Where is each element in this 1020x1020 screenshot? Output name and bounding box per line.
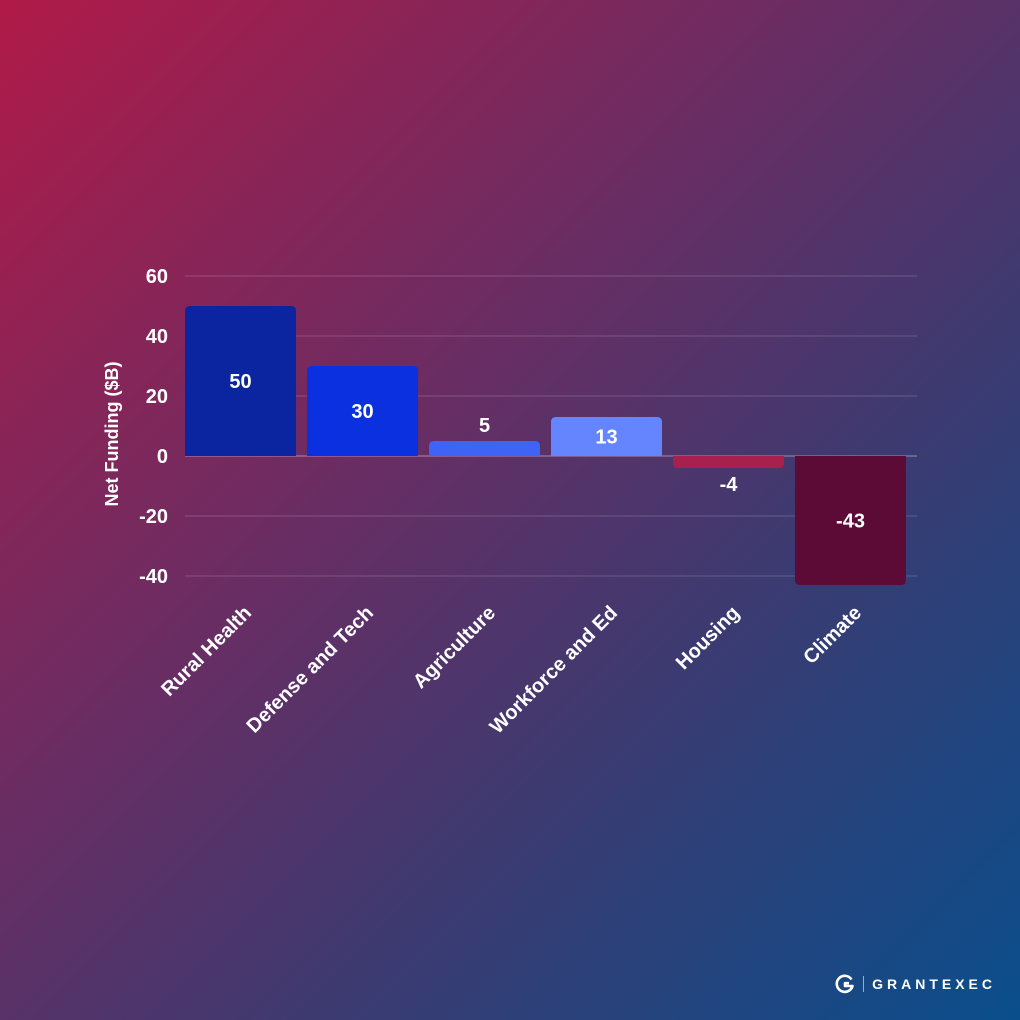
brand-logo: GRANTEXEC bbox=[835, 974, 996, 994]
y-tick-label: -20 bbox=[139, 506, 168, 528]
x-tick-label: Housing bbox=[672, 602, 744, 674]
brand-name: GRANTEXEC bbox=[872, 976, 996, 992]
data-label: 13 bbox=[595, 427, 617, 449]
bar-agriculture bbox=[429, 441, 540, 456]
x-tick-label: Rural Health bbox=[157, 602, 256, 701]
bar-defense-and-tech bbox=[307, 366, 418, 456]
y-axis-label: Net Funding ($B) bbox=[102, 362, 122, 507]
bar-housing bbox=[673, 456, 784, 468]
y-tick-label: 20 bbox=[146, 386, 168, 408]
y-tick-label: -40 bbox=[139, 566, 168, 588]
x-tick-label: Agriculture bbox=[409, 602, 500, 693]
y-tick-label: 60 bbox=[146, 266, 168, 288]
y-axis-ticks: 60 40 20 0 -20 -40 bbox=[139, 266, 168, 588]
bar-workforce-and-ed bbox=[551, 417, 662, 456]
data-label: -4 bbox=[720, 474, 739, 496]
bar-rural-health bbox=[185, 306, 296, 456]
data-label: 5 bbox=[479, 415, 490, 437]
x-tick-label: Workforce and Ed bbox=[486, 602, 622, 738]
data-label: 50 bbox=[229, 371, 251, 393]
bars bbox=[185, 306, 906, 585]
data-label: 30 bbox=[351, 401, 373, 423]
data-labels: 50 30 5 13 -4 -43 bbox=[229, 371, 865, 533]
bar-climate bbox=[795, 456, 906, 585]
x-tick-label: Climate bbox=[799, 602, 866, 669]
data-label: -43 bbox=[836, 511, 865, 533]
brand-separator bbox=[863, 976, 865, 992]
grantexec-g-logo-icon bbox=[835, 974, 854, 994]
y-tick-label: 40 bbox=[146, 326, 168, 348]
x-tick-label: Defense and Tech bbox=[242, 602, 378, 738]
y-tick-label: 0 bbox=[157, 446, 168, 468]
